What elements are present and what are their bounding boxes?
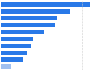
Bar bbox=[1, 58, 23, 62]
Bar bbox=[1, 9, 70, 13]
Bar bbox=[1, 37, 33, 41]
Bar bbox=[1, 44, 31, 48]
Bar bbox=[1, 23, 55, 27]
Bar bbox=[1, 2, 90, 7]
Bar bbox=[1, 16, 57, 20]
Bar bbox=[1, 30, 44, 34]
Bar bbox=[1, 51, 27, 55]
Bar bbox=[1, 64, 11, 69]
